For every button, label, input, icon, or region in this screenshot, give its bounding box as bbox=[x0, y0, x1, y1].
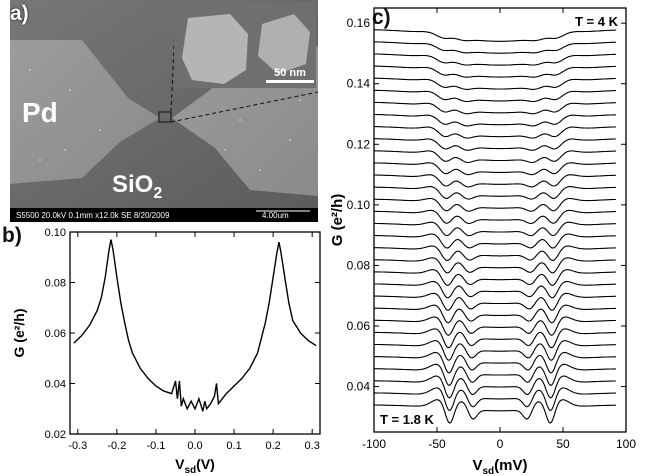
x-tick-label: 0.3 bbox=[305, 440, 320, 452]
inset-scale-label: 50 nm bbox=[274, 67, 306, 79]
sio2-label: SiO2 bbox=[112, 171, 162, 202]
trace-line bbox=[374, 197, 616, 212]
chart-c: -100 -50 0 50 100 0.04 0.06 0.08 0.10 0.12 0.14 0.1… bbox=[330, 7, 636, 476]
pd-electrode-left bbox=[10, 40, 160, 184]
trace-line bbox=[374, 174, 616, 188]
x-axis-label: Vsd(mV) bbox=[472, 457, 527, 476]
x-tick-label: 0.0 bbox=[187, 440, 202, 452]
trace-line bbox=[373, 65, 616, 78]
trace-line bbox=[374, 292, 616, 311]
trace-line bbox=[374, 77, 616, 90]
trace-line bbox=[374, 101, 616, 115]
nanocrystal-right bbox=[258, 14, 310, 74]
sem-info-bar bbox=[10, 208, 318, 222]
inset-scale-bar bbox=[266, 80, 314, 83]
trace-line bbox=[374, 89, 616, 103]
trace-line bbox=[374, 150, 616, 164]
trace-line bbox=[374, 209, 616, 224]
panel-a: 50 nm S5500 20.0kV 0.1mm x12.0k SE 8/20/… bbox=[10, 0, 318, 222]
y-tick-label: 0.10 bbox=[45, 227, 66, 239]
trace-line bbox=[373, 233, 616, 249]
trace-line bbox=[374, 351, 616, 374]
x-tick-label: 0 bbox=[497, 437, 504, 451]
chart-b: -0.3 -0.2 -0.1 0.0 0.1 0.2 0.3 0.02 0.04 0.06 0.08… bbox=[11, 227, 321, 476]
trace-line bbox=[374, 304, 616, 324]
trace-line bbox=[374, 186, 616, 200]
y-axis-label: G (e²/h) bbox=[330, 194, 346, 247]
x-tick-label: 0.2 bbox=[265, 440, 280, 452]
trace-line bbox=[374, 126, 616, 139]
pd-label: Pd bbox=[22, 97, 58, 128]
y-tick-label: 0.06 bbox=[45, 328, 66, 340]
trace-line bbox=[373, 269, 616, 286]
panel-b-label: b) bbox=[2, 224, 22, 247]
trace-line bbox=[374, 316, 616, 336]
x-tick-label: -0.2 bbox=[107, 440, 126, 452]
y-tick-label: 0.08 bbox=[45, 278, 66, 290]
trace-line bbox=[373, 245, 616, 262]
y-tick-label: 0.08 bbox=[347, 258, 371, 272]
y-tick-label: 0.04 bbox=[347, 380, 371, 394]
trace-line bbox=[374, 113, 616, 127]
trace-line bbox=[374, 387, 616, 412]
panel-a-label: a) bbox=[10, 2, 29, 25]
trace-line bbox=[373, 53, 616, 66]
y-tick-label: 0.04 bbox=[45, 379, 66, 391]
x-tick-label: 100 bbox=[616, 437, 636, 451]
y-axis-label: G (e²/h) bbox=[11, 309, 27, 358]
sem-image: 50 nm S5500 20.0kV 0.1mm x12.0k SE 8/20/… bbox=[10, 0, 318, 222]
trace-line bbox=[373, 257, 616, 274]
y-tick-label: 0.16 bbox=[347, 16, 371, 30]
sem-speckles bbox=[29, 69, 301, 171]
sem-scale-text: 4.00um bbox=[262, 211, 289, 220]
trace-line bbox=[374, 399, 616, 424]
trace-line bbox=[374, 340, 616, 361]
trace-line bbox=[373, 29, 616, 42]
y-tick-label: 0.06 bbox=[347, 319, 371, 333]
trace-line bbox=[374, 328, 616, 349]
y-tick-label: 0.12 bbox=[347, 137, 371, 151]
y-tick-label: 0.10 bbox=[347, 198, 371, 212]
zoom-box bbox=[158, 111, 172, 123]
x-tick-label: 0.1 bbox=[226, 440, 241, 452]
y-tick-label: 0.14 bbox=[347, 77, 371, 91]
temp-top-label: T = 4 K bbox=[575, 14, 619, 29]
nanocrystal-left bbox=[182, 14, 248, 84]
series-line bbox=[73, 239, 317, 412]
trace-line bbox=[374, 280, 616, 299]
temp-bottom-label: T = 1.8 K bbox=[380, 412, 434, 427]
x-tick-label: -0.3 bbox=[68, 440, 87, 452]
x-tick-label: -100 bbox=[362, 437, 386, 451]
x-tick-label: 50 bbox=[556, 437, 570, 451]
x-tick-label: -50 bbox=[428, 437, 446, 451]
trace-line bbox=[374, 221, 616, 237]
trace-line bbox=[373, 41, 616, 54]
sem-info-text: S5500 20.0kV 0.1mm x12.0k SE 8/20/2009 bbox=[16, 211, 170, 220]
x-axis-label: Vsd(V) bbox=[175, 456, 215, 476]
trace-line bbox=[374, 363, 616, 386]
trace-line bbox=[374, 375, 616, 399]
x-tick-label: -0.1 bbox=[146, 440, 165, 452]
trace-line bbox=[374, 162, 616, 176]
trace-line bbox=[374, 138, 616, 151]
y-tick-label: 0.02 bbox=[45, 429, 66, 441]
